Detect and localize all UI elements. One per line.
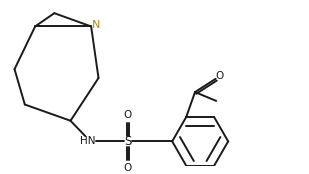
Text: O: O	[124, 110, 132, 120]
Text: S: S	[124, 135, 132, 148]
Text: HN: HN	[80, 136, 96, 146]
Text: O: O	[124, 163, 132, 173]
Text: N: N	[92, 20, 101, 30]
Text: O: O	[215, 72, 223, 81]
